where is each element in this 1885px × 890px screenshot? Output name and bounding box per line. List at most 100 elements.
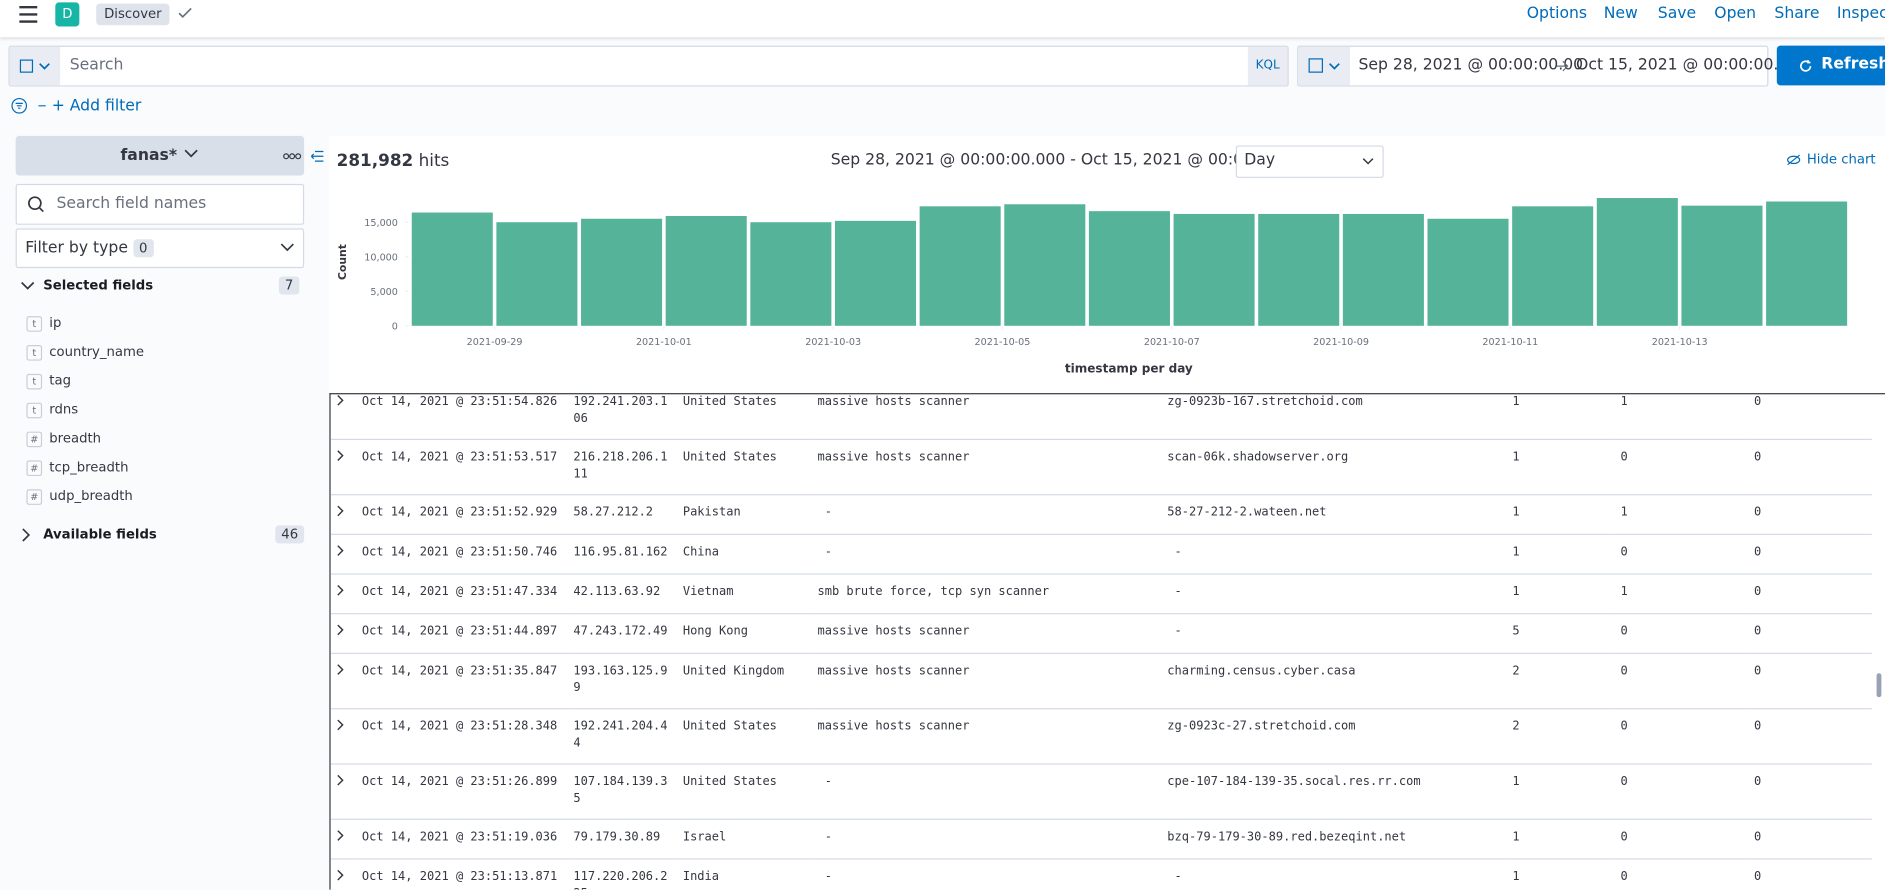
cell: 0 [1615,819,1750,860]
cell: 1 [1615,574,1750,615]
filter-by-type[interactable]: Filter by type 0 [15,228,305,269]
field-item[interactable]: t tag [26,373,71,389]
expand-row-icon[interactable] [335,394,345,406]
menu-link[interactable]: Save [1657,4,1697,23]
expand-row-icon[interactable] [335,624,345,636]
menu-icon[interactable] [19,6,38,23]
menu-link[interactable]: New [1603,4,1638,23]
bar[interactable] [665,216,747,326]
bar[interactable] [1004,204,1086,326]
bar[interactable] [919,206,1001,326]
bar[interactable] [411,212,493,326]
menu-link[interactable]: Open [1714,4,1757,23]
cell: 1 [1507,858,1616,890]
field-item[interactable]: # breadth [26,430,101,447]
menu-link[interactable]: Options [1526,4,1588,23]
available-fields-title[interactable]: Available fields [43,526,157,543]
expand-row-icon[interactable] [335,584,345,596]
field-type-icon: # [26,459,43,476]
bar[interactable] [750,222,832,326]
expand-row-icon[interactable] [335,450,345,462]
expand-row-icon[interactable] [335,774,345,786]
breadcrumb[interactable]: Discover [96,3,170,26]
field-item[interactable]: t rdns [26,402,78,418]
date-picker[interactable]: Sep 28, 2021 @ 00:00:00.00 Oct 15, 2021 … [1297,45,1798,87]
interval-value: Day [1244,151,1276,170]
expand-cell [330,439,358,496]
cell: United States [678,763,813,820]
cell: massive hosts scanner [812,394,1163,440]
doc-row[interactable]: Oct 14, 2021 @ 23:51:13.871 117.220.206.2… [330,858,1872,890]
expand-row-icon[interactable] [335,719,345,731]
doc-row[interactable]: Oct 14, 2021 @ 23:51:44.897 47.243.172.49… [330,613,1872,654]
selected-fields-title[interactable]: Selected fields [43,277,154,294]
filter-icon[interactable] [11,97,47,114]
doc-row[interactable]: Oct 14, 2021 @ 23:51:28.348 192.241.204.4… [330,708,1872,765]
search-bar[interactable]: Search KQL [8,45,1289,87]
menu-link[interactable]: Share [1774,4,1820,23]
doc-row[interactable]: Oct 14, 2021 @ 23:51:53.517 216.218.206.1… [330,439,1872,496]
check-icon [178,7,192,19]
expand-row-icon[interactable] [335,505,345,517]
cell: Pakistan [678,494,813,535]
start-date[interactable]: Sep 28, 2021 @ 00:00:00.00 [1358,56,1584,75]
cell: 0 [1749,819,1872,860]
saved-query-button[interactable] [9,46,61,86]
bar[interactable] [1512,206,1594,326]
doc-row[interactable]: Oct 14, 2021 @ 23:51:47.334 42.113.63.92 V… [330,574,1872,615]
bar[interactable] [834,220,917,326]
expand-row-icon[interactable] [335,545,345,557]
refresh-button[interactable]: Refresh [1776,45,1885,86]
scrollbar[interactable] [1876,673,1882,698]
bar[interactable] [1766,201,1848,326]
bar[interactable] [1173,213,1255,326]
bar[interactable] [1427,218,1509,326]
refresh-label: Refresh [1821,55,1885,74]
doc-row[interactable]: Oct 14, 2021 @ 23:51:54.826 192.241.203.1… [330,394,1872,440]
cell: Oct 14, 2021 @ 23:51:19.036 [357,819,569,860]
expand-row-icon[interactable] [335,664,345,676]
doc-row[interactable]: Oct 14, 2021 @ 23:51:26.899 107.184.139.3… [330,763,1872,820]
bar[interactable] [1596,198,1678,326]
doc-row[interactable]: Oct 14, 2021 @ 23:51:50.746 116.95.81.162… [330,534,1872,575]
bar[interactable] [1342,213,1424,326]
app-badge[interactable]: D [55,2,80,27]
interval-select[interactable]: Day [1235,145,1384,178]
expand-row-icon[interactable] [335,869,345,881]
cell: 0 [1749,534,1872,575]
sidebar-icons[interactable] [283,149,326,163]
cell: zg-0923c-27.stretchoid.com [1162,708,1508,765]
end-date[interactable]: Oct 15, 2021 @ 00:00:00.00 [1576,56,1799,75]
cell: 192.241.203.106 [568,394,679,440]
bar[interactable] [1088,211,1170,326]
expand-cell [330,613,358,654]
cell: 0 [1615,708,1750,765]
field-item[interactable]: # tcp_breadth [26,459,129,476]
field-type-icon: t [26,315,43,332]
field-search[interactable]: Search field names [15,183,305,225]
add-filter[interactable]: + Add filter [51,97,142,116]
expand-row-icon[interactable] [335,829,345,841]
bar[interactable] [1258,213,1340,326]
cell: 0 [1749,653,1872,710]
kql-button[interactable]: KQL [1247,46,1288,86]
index-pattern[interactable]: fanas* [15,135,305,176]
bar[interactable] [581,218,663,326]
field-item[interactable]: t country_name [26,344,144,361]
cell: 58-27-212-2.wateen.net [1162,494,1508,535]
cell: charming.census.cyber.casa [1162,653,1508,710]
doc-row[interactable]: Oct 14, 2021 @ 23:51:35.847 193.163.125.9… [330,653,1872,710]
menu-link[interactable]: Inspect [1836,4,1885,23]
expand-icon[interactable] [20,528,32,542]
doc-row[interactable]: Oct 14, 2021 @ 23:51:52.929 58.27.212.2 Pa… [330,494,1872,535]
x-tick-label: 2021-10-03 [805,337,861,348]
hide-chart[interactable]: Hide chart [1806,151,1876,168]
field-item[interactable]: # udp_breadth [26,488,133,505]
doc-row[interactable]: Oct 14, 2021 @ 23:51:19.036 79.179.30.89 I… [330,819,1872,860]
bar[interactable] [496,222,578,326]
quick-menu-button[interactable] [1298,46,1351,86]
cell: 0 [1615,763,1750,820]
collapse-icon[interactable] [20,280,35,292]
field-item[interactable]: t ip [26,315,61,332]
bar[interactable] [1681,205,1763,326]
